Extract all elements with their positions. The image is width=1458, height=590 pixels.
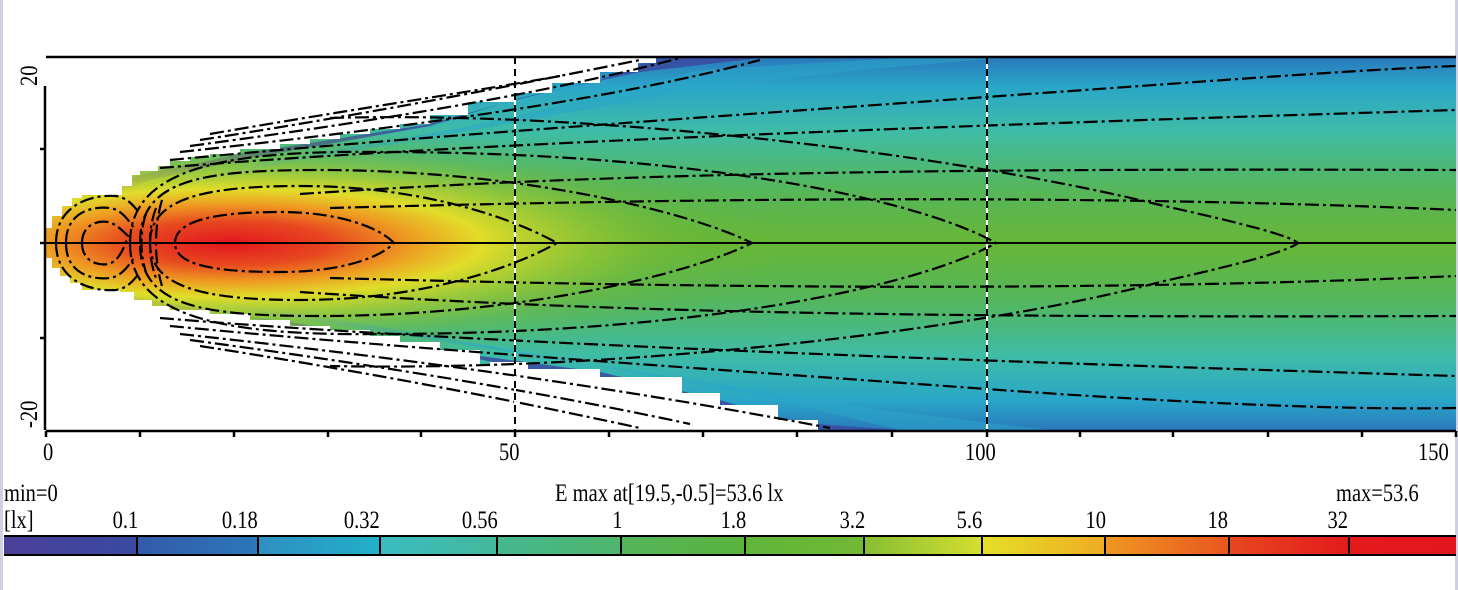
- legend-swatch: [257, 537, 379, 554]
- legend-swatch: [744, 537, 863, 554]
- min-value-label: min=0: [4, 480, 58, 507]
- window-border-left: [0, 0, 3, 590]
- contour-18: [148, 184, 560, 302]
- legend-swatch: [1104, 537, 1228, 554]
- legend-swatch: [1228, 537, 1348, 554]
- isolux-contours: [54, 56, 1457, 430]
- legend-label: 32: [1327, 507, 1349, 534]
- legend-label: 0.56: [462, 507, 498, 534]
- axes: [40, 55, 1458, 437]
- x-tick-label-150: 150: [1418, 439, 1449, 466]
- legend-swatch: [4, 537, 136, 554]
- legend-unit-label: [lx]: [4, 507, 34, 534]
- legend-swatch: [1348, 537, 1456, 554]
- x-tick-label-0: 0: [43, 439, 54, 466]
- x-tick-label-50: 50: [499, 439, 520, 466]
- legend-swatch: [379, 537, 496, 554]
- legend-label: 0.18: [222, 507, 258, 534]
- legend-swatch: [863, 537, 981, 554]
- legend-label: 0.32: [344, 507, 380, 534]
- legend-label: 3.2: [839, 507, 865, 534]
- legend-label: 10: [1085, 507, 1107, 534]
- legend-label: 1.8: [720, 507, 746, 534]
- legend-swatch: [981, 537, 1104, 554]
- chart-title-emax: E max at[19.5,-0.5]=53.6 lx: [555, 480, 784, 507]
- legend-label: 0.1: [112, 507, 138, 534]
- window-border-right: [1455, 0, 1458, 590]
- y-tick-label-top: 20: [16, 65, 43, 87]
- y-tick-label-bottom: -20: [16, 400, 43, 428]
- max-value-label: max=53.6: [1336, 480, 1419, 507]
- legend-label: 1: [611, 507, 622, 534]
- legend-label: 5.6: [956, 507, 982, 534]
- legend-swatch: [136, 537, 257, 554]
- legend-swatch: [620, 537, 744, 554]
- x-tick-label-100: 100: [965, 439, 996, 466]
- legend-swatch: [496, 537, 620, 554]
- legend-label: 18: [1207, 507, 1229, 534]
- color-legend-bar: [4, 535, 1456, 556]
